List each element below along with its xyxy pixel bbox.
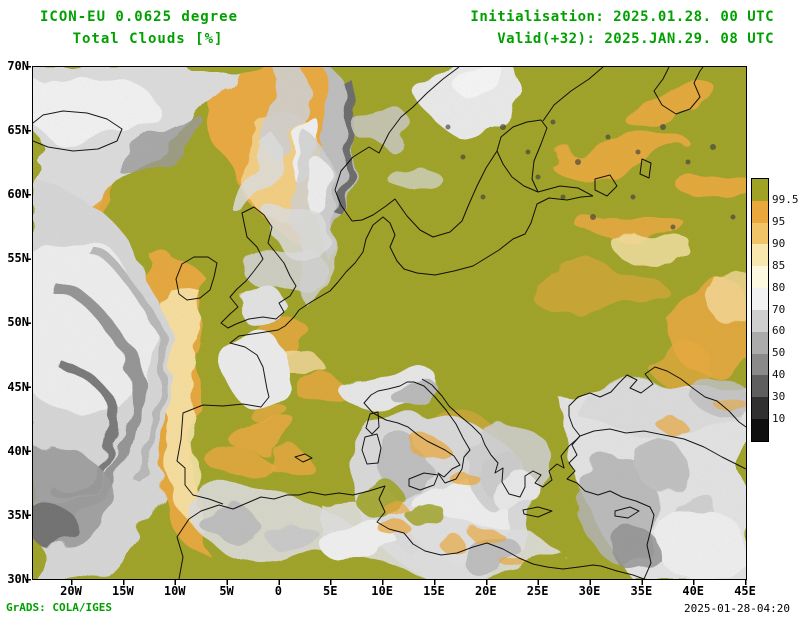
legend-value-label: 70 [772,302,786,316]
model-title: ICON-EU 0.0625 degree [40,9,239,25]
grain-overlay [33,67,746,579]
lon-tick-label: 30E [578,584,601,598]
lat-tick-label: 40N [7,443,29,458]
lon-tick-label: 5W [219,584,234,598]
legend-value-label: 60 [772,324,786,338]
legend-value-label: 99.5 [772,193,799,207]
lon-tick-label: 10W [163,584,186,598]
lon-tick-label: 35E [630,584,653,598]
render-timestamp: 2025-01-28-04:20 [684,602,790,615]
lat-tick-label: 60N [7,187,29,202]
legend-color-swatch [752,331,768,354]
lat-tick-label: 70N [7,59,29,73]
lat-tick-label: 35N [7,507,29,522]
legend-color-swatch [752,266,768,289]
lon-tick-marks [71,580,747,585]
lat-tick-label: 50N [7,315,29,330]
valid-time: Valid(+32): 2025.JAN.29. 08 UTC [497,31,774,47]
legend-colorbar [751,178,769,442]
lat-tick-label: 55N [7,251,29,266]
legend-value-label: 80 [772,280,786,294]
grads-credit: GrADS: COLA/IGES [6,601,112,614]
legend-labels: 99.5 95 90 85 80 70 60 50 40 30 10 [772,178,800,440]
legend-value-label: 10 [772,411,786,425]
legend-color-swatch [752,353,768,376]
init-time: Initialisation: 2025.01.28. 00 UTC [470,9,774,25]
legend-color-swatch [752,244,768,267]
lat-tick-marks [26,66,31,581]
lat-tick-label: 65N [7,123,29,138]
lon-tick-label: 15W [112,584,134,598]
lon-tick-label: 25E [526,584,549,598]
legend-value-label: 90 [772,237,786,250]
title-block: ICON-EU 0.0625 degree Total Clouds [%] [40,6,256,50]
lon-tick-label: 40E [682,584,705,598]
cloud-map-svg [33,67,746,579]
legend-color-swatch [752,200,768,223]
legend-value-label: 30 [772,389,786,403]
legend-color-swatch [752,222,768,245]
lon-tick-label: 20E [474,584,497,598]
lon-tick-label: 45E [734,584,756,598]
legend-color-swatch [752,288,768,310]
lon-tick-label: 5E [323,584,338,598]
legend-color-swatch [752,397,768,420]
legend-value-label: 95 [772,215,786,229]
time-block: Initialisation: 2025.01.28. 00 UTC Valid… [470,6,774,50]
lon-tick-label: 15E [423,584,445,598]
lat-tick-label: 45N [7,379,29,394]
lat-tick-label: 30N [7,571,29,586]
legend-color-swatch [752,309,768,332]
map-frame [32,66,747,580]
legend-color-swatch [752,375,768,398]
lat-axis: 70N 65N 60N 55N 50N 45N 40N 35N 30N [0,0,29,618]
variable-title: Total Clouds [%] [72,31,224,47]
legend-value-label: 50 [772,346,786,360]
lon-tick-label: 20W [60,584,82,598]
legend-value-label: 40 [772,368,786,381]
legend-color-swatch [752,419,768,441]
coastlines [33,67,746,579]
legend-color-swatch [752,179,768,201]
lon-tick-label: 10E [371,584,393,598]
lon-tick-label: 0 [274,584,283,598]
legend-value-label: 85 [772,258,786,272]
